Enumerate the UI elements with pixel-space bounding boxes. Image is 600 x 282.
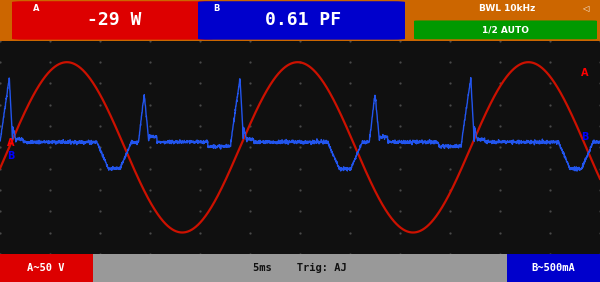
Text: 1/2 AUTO: 1/2 AUTO (482, 25, 529, 34)
FancyBboxPatch shape (414, 21, 597, 39)
Bar (0, 254, 93, 282)
Text: A: A (7, 138, 14, 148)
Text: -29 W: -29 W (87, 12, 141, 29)
Text: B: B (213, 4, 220, 13)
Text: ◁: ◁ (582, 5, 588, 14)
Text: A~50 V: A~50 V (28, 263, 65, 273)
Text: 0.61 PF: 0.61 PF (265, 12, 341, 29)
FancyBboxPatch shape (12, 1, 213, 40)
Text: BWL 10kHz: BWL 10kHz (479, 5, 535, 14)
Text: B: B (7, 151, 14, 161)
FancyBboxPatch shape (198, 1, 405, 40)
Bar (507, 254, 600, 282)
Text: B~500mA: B~500mA (532, 263, 575, 273)
Text: B: B (581, 132, 589, 142)
Text: A: A (33, 4, 40, 13)
Text: A: A (581, 68, 589, 78)
Text: 5ms    Trig: AJ: 5ms Trig: AJ (253, 263, 347, 273)
